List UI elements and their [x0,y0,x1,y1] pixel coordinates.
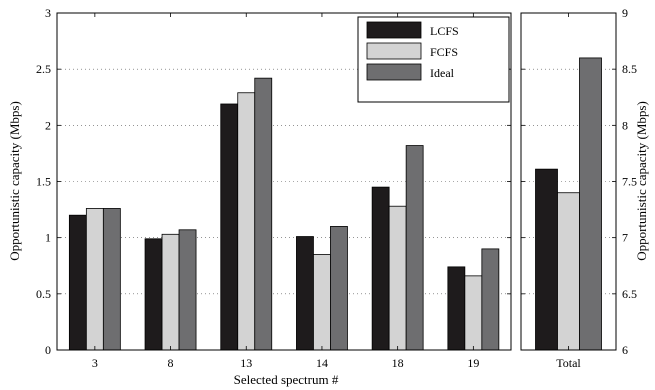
bar-fcfs-8 [161,233,180,351]
bar-ideal-18 [405,145,424,351]
bar-lcfs-13 [220,103,239,351]
y-tick-label-left: 3 [45,6,51,20]
legend-item-lcfs: LCFS [366,21,459,39]
legend-swatch-fcfs [366,42,422,60]
bar-fcfs-19 [464,275,483,351]
axes-layer [56,12,617,351]
bar-lcfs-14 [296,236,314,351]
bar-lcfs-19 [447,266,466,351]
bar-lcfs-8 [144,238,163,351]
bar-ideal-total [579,57,602,351]
bar-lcfs-total [535,168,558,351]
y-tick-label-right: 8 [622,118,628,132]
plot-frame-total [520,12,617,351]
bar-fcfs-18 [388,205,407,351]
y-tick-label-right: 9 [622,6,628,20]
y-tick-label-left: 0.5 [36,287,51,301]
bar-fcfs-3 [85,208,104,351]
bar-fcfs-14 [313,254,331,351]
legend-item-fcfs: FCFS [366,42,458,60]
bar-fcfs-13 [237,92,256,351]
bars-layer [68,57,602,351]
bar-lcfs-3 [68,214,87,351]
bar-ideal-8 [178,229,197,351]
bar-ideal-13 [254,77,273,351]
bar-fcfs-total [557,192,580,351]
legend-label-fcfs: FCFS [430,45,458,59]
x-tick-label: 3 [92,356,98,370]
x-tick-label: 18 [392,356,404,370]
legend-item-ideal: Ideal [366,63,455,81]
y-tick-label-left: 2 [45,118,51,132]
y-tick-label-left: 0 [45,343,51,357]
x-axis-label: Selected spectrum # [234,372,339,387]
legend-label-lcfs: LCFS [430,24,459,38]
bar-ideal-19 [481,248,500,351]
legend-swatch-lcfs [366,21,422,39]
y-tick-label-right: 8.5 [622,62,637,76]
y-tick-label-left: 1 [45,231,51,245]
y-tick-label-right: 6.5 [622,287,637,301]
y-axis-label-right: Opportunistic capacity (Mbps) [634,101,649,261]
bar-lcfs-18 [371,186,390,351]
x-tick-label: Total [556,356,581,370]
x-tick-label: 13 [240,356,252,370]
bar-ideal-3 [102,208,121,351]
x-tick-label: 19 [467,356,479,370]
legend: LCFS FCFS Ideal [357,16,510,103]
legend-label-ideal: Ideal [430,66,455,80]
y-tick-label-right: 7 [622,231,628,245]
x-tick-label: 14 [316,356,328,370]
x-tick-label: 8 [168,356,174,370]
legend-swatch-ideal [366,63,422,81]
y-tick-label-left: 1.5 [36,175,51,189]
tick-labels-layer: 3 8 13 14 18 19 0 0.5 1 1.5 2 2.5 3 Total 6 6.5 7 7.5 8 8.5… [36,6,637,370]
y-axis-label-left: Opportunistic capacity (Mbps) [7,101,22,261]
y-tick-label-right: 6 [622,343,628,357]
y-tick-label-left: 2.5 [36,62,51,76]
y-tick-label-right: 7.5 [622,175,637,189]
bar-ideal-14 [330,226,348,351]
plot-frame-main [56,12,512,351]
